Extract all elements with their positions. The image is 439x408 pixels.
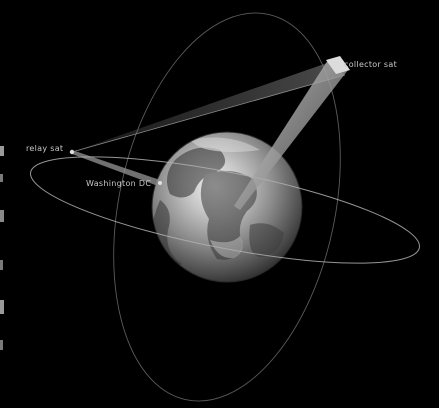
relay-sat-marker — [69, 149, 75, 155]
relay-to-washington-beam — [72, 150, 160, 186]
washington-label: Washington DC — [86, 179, 151, 188]
relay-sat-label: relay sat — [26, 144, 63, 153]
collector-to-relay-beam — [72, 62, 345, 152]
collector-to-relay-line — [71, 74, 346, 153]
collector-downlink-beam — [234, 60, 348, 210]
equatorial-orbit — [30, 156, 420, 264]
left-edge-artifact — [0, 146, 4, 350]
polar-orbit — [113, 12, 341, 402]
washington-marker — [158, 181, 162, 185]
collector-sat-body — [326, 56, 350, 74]
collector-sat-label: collector sat — [344, 60, 397, 69]
